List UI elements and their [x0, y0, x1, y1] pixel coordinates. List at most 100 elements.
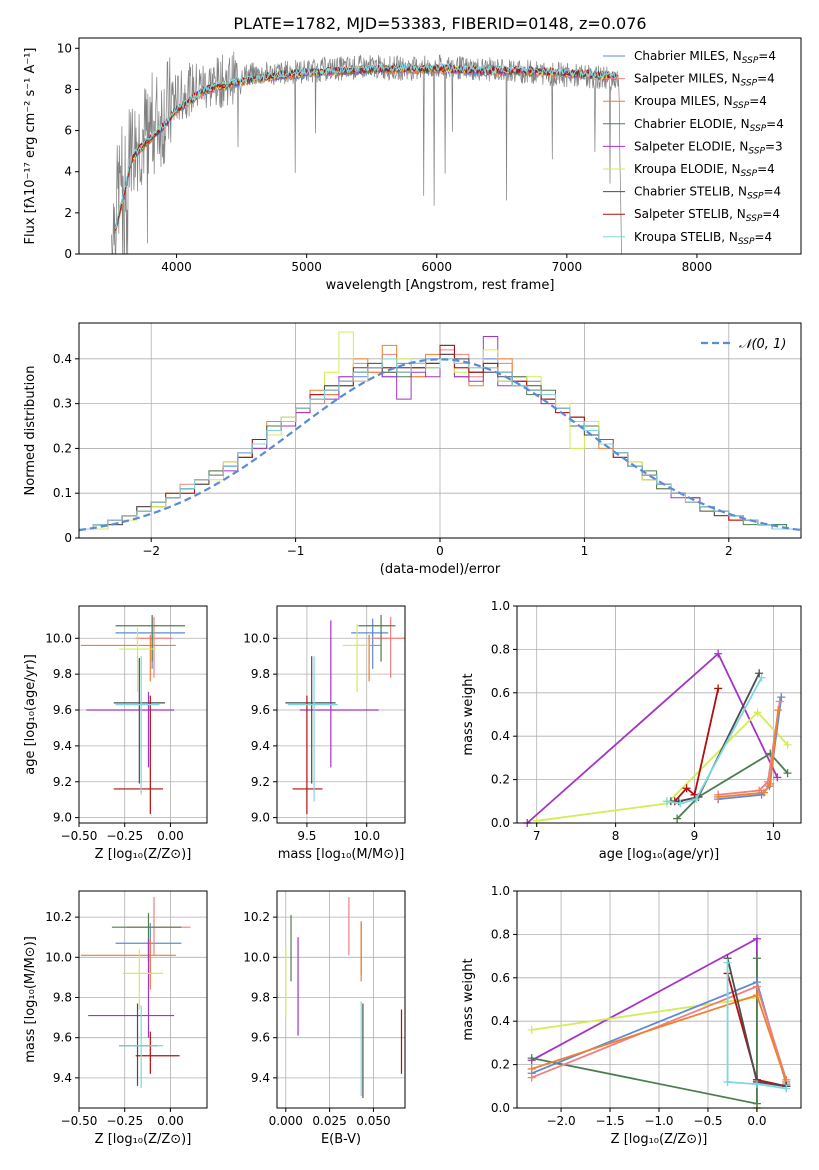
y-tick-label: 0.8 [491, 642, 510, 656]
figure-title: PLATE=1782, MJD=53383, FIBERID=0148, z=0… [233, 14, 646, 33]
weight-marker [752, 934, 761, 943]
y-tick-label: 10.2 [45, 910, 72, 924]
legend-label: 𝒩(0, 1) [739, 337, 786, 352]
y-tick-label: 0.2 [491, 773, 510, 787]
x-axis-label: Z [log₁₀(Z/Z⊙)] [611, 1132, 708, 1147]
weight-marker [723, 958, 732, 967]
legend-label-suffix: =4 [757, 162, 775, 176]
x-tick-label: −0.5 [693, 1114, 722, 1128]
residuals-plot-area [79, 331, 801, 532]
y-tick-label: 0.4 [491, 729, 510, 743]
weight-marker [527, 1073, 536, 1082]
weight-marker [682, 784, 691, 793]
weight-marker [527, 1054, 536, 1063]
errorbar-plot-area [285, 897, 403, 1098]
y-tick-label: 9.2 [251, 775, 270, 789]
y-axis-label: Flux [fλ10⁻¹⁷ erg cm⁻² s⁻¹ A⁻¹] [23, 48, 38, 245]
y-axis-label: mass weight [461, 958, 476, 1040]
y-tick-label: 0 [64, 531, 72, 545]
y-tick-label: 1.0 [491, 884, 510, 898]
y-tick-label: 9.8 [251, 990, 270, 1004]
weight-marker [757, 673, 766, 682]
weight-marker [752, 982, 761, 991]
x-axis-label: Z [log₁₀(Z/Z⊙)] [95, 847, 192, 862]
x-tick-label: 0.00 [157, 1114, 184, 1128]
weight-line-kroupa-miles [718, 710, 779, 798]
legend-label: Kroupa ELODIE, NSSP=4 [634, 162, 775, 179]
weight-line-chabrier-elodie [676, 752, 789, 820]
y-tick-label: 9.6 [53, 1031, 72, 1045]
weight-marker [527, 1064, 536, 1073]
legend-label-suffix: =4 [757, 72, 775, 86]
x-tick-label: 10.0 [353, 829, 380, 843]
y-tick-label: 6 [64, 124, 72, 138]
weight-marker [775, 697, 784, 706]
weight-marker [676, 799, 685, 808]
y-tick-label: 10 [57, 41, 72, 55]
y-tick-label: 9.8 [53, 990, 72, 1004]
y-tick-label: 9.8 [251, 667, 270, 681]
legend-label-main: Chabrier ELODIE, N [634, 117, 750, 131]
legend-label-main: Kroupa ELODIE, N [634, 162, 741, 176]
y-tick-label: 0.1 [53, 486, 72, 500]
axes-frame [78, 605, 208, 824]
spectrum-panel: 4000 5000 6000 7000 8000 0 2 4 6 8 10 wavelength [A… [23, 37, 802, 293]
spectrum-plot-area [111, 51, 622, 254]
y-tick-label: 0.2 [491, 1058, 510, 1072]
errorbar-plot-area [80, 897, 191, 1088]
y-tick-label: 0 [64, 247, 72, 261]
x-tick-label: 9 [691, 829, 699, 843]
y-tick-label: 0.6 [491, 971, 510, 985]
normal-curve [79, 358, 801, 532]
weight-marker [752, 1099, 761, 1108]
x-tick-label: 1 [581, 544, 589, 558]
weight-line-kroupa-stelib [666, 677, 763, 805]
legend-label-main: Salpeter ELODIE, N [634, 139, 748, 153]
legend-label-main: Salpeter STELIB, N [634, 207, 746, 221]
legend-label: Chabrier ELODIE, NSSP=4 [634, 117, 784, 134]
legend-label-suffix: =4 [766, 117, 784, 131]
y-tick-label: 9.4 [251, 1071, 270, 1085]
x-tick-label: −2 [142, 544, 160, 558]
y-tick-label: 0.0 [491, 1101, 510, 1115]
axes-frame [276, 605, 406, 824]
x-tick-label: −0.50 [61, 1114, 98, 1128]
legend-label: Chabrier STELIB, NSSP=4 [634, 185, 781, 202]
legend-label-sub: SSP [747, 192, 764, 202]
weight-marker [782, 1084, 791, 1093]
legend-label-sub: SSP [741, 169, 758, 179]
legend-label-suffix: =4 [764, 185, 782, 199]
weight-marker [774, 706, 783, 715]
weight-vs-Z-panel: −2.0 −1.5 −1.0 −0.5 0.0 0.0 0.2 0.4 0.6 0.8 1.0 Z [… [461, 884, 802, 1147]
y-tick-label: 9.4 [251, 739, 270, 753]
y-tick-label: 0.4 [53, 352, 72, 366]
weight-marker [527, 1025, 536, 1034]
y-tick-label: 10.0 [45, 950, 72, 964]
x-tick-label: −0.25 [106, 829, 143, 843]
legend-label-main: Kroupa STELIB, N [634, 230, 738, 244]
histogram-kroupa-stelib [79, 358, 801, 530]
legend-label: Salpeter MILES, NSSP=4 [634, 72, 775, 89]
legend-label-suffix: =4 [762, 207, 780, 221]
x-tick-label: 4000 [161, 260, 192, 274]
x-tick-label: −1.5 [595, 1114, 624, 1128]
weight-line-salpeter-miles [718, 701, 781, 796]
y-axis-label: Normed distribution [23, 366, 38, 496]
weight-vs-age-panel: 7 8 9 10 0.0 0.2 0.4 0.6 0.8 1.0 age [log₁₀(age/yr… [461, 599, 802, 862]
x-tick-label: 7 [533, 829, 541, 843]
x-axis-label: age [log₁₀(age/yr)] [599, 847, 720, 862]
y-axis-label: age [log₁₀(age/yr)] [23, 654, 38, 775]
mass-vs-Z-panel: −0.50 −0.25 0.00 9.4 9.6 9.8 10.0 10.2 Z [log₁₀(… [23, 890, 208, 1147]
weight-marker [752, 1080, 761, 1089]
x-tick-label: −1.0 [644, 1114, 673, 1128]
errorbar-plot-area [285, 614, 405, 815]
weight-marker [714, 684, 723, 693]
x-tick-label: 0.000 [269, 1114, 303, 1128]
weight-line-salpeter-elodie [531, 937, 758, 1108]
weight-marker [692, 795, 701, 804]
y-tick-label: 0.0 [491, 816, 510, 830]
y-tick-label: 9.4 [53, 1071, 72, 1085]
legend-label-sub: SSP [733, 101, 750, 111]
